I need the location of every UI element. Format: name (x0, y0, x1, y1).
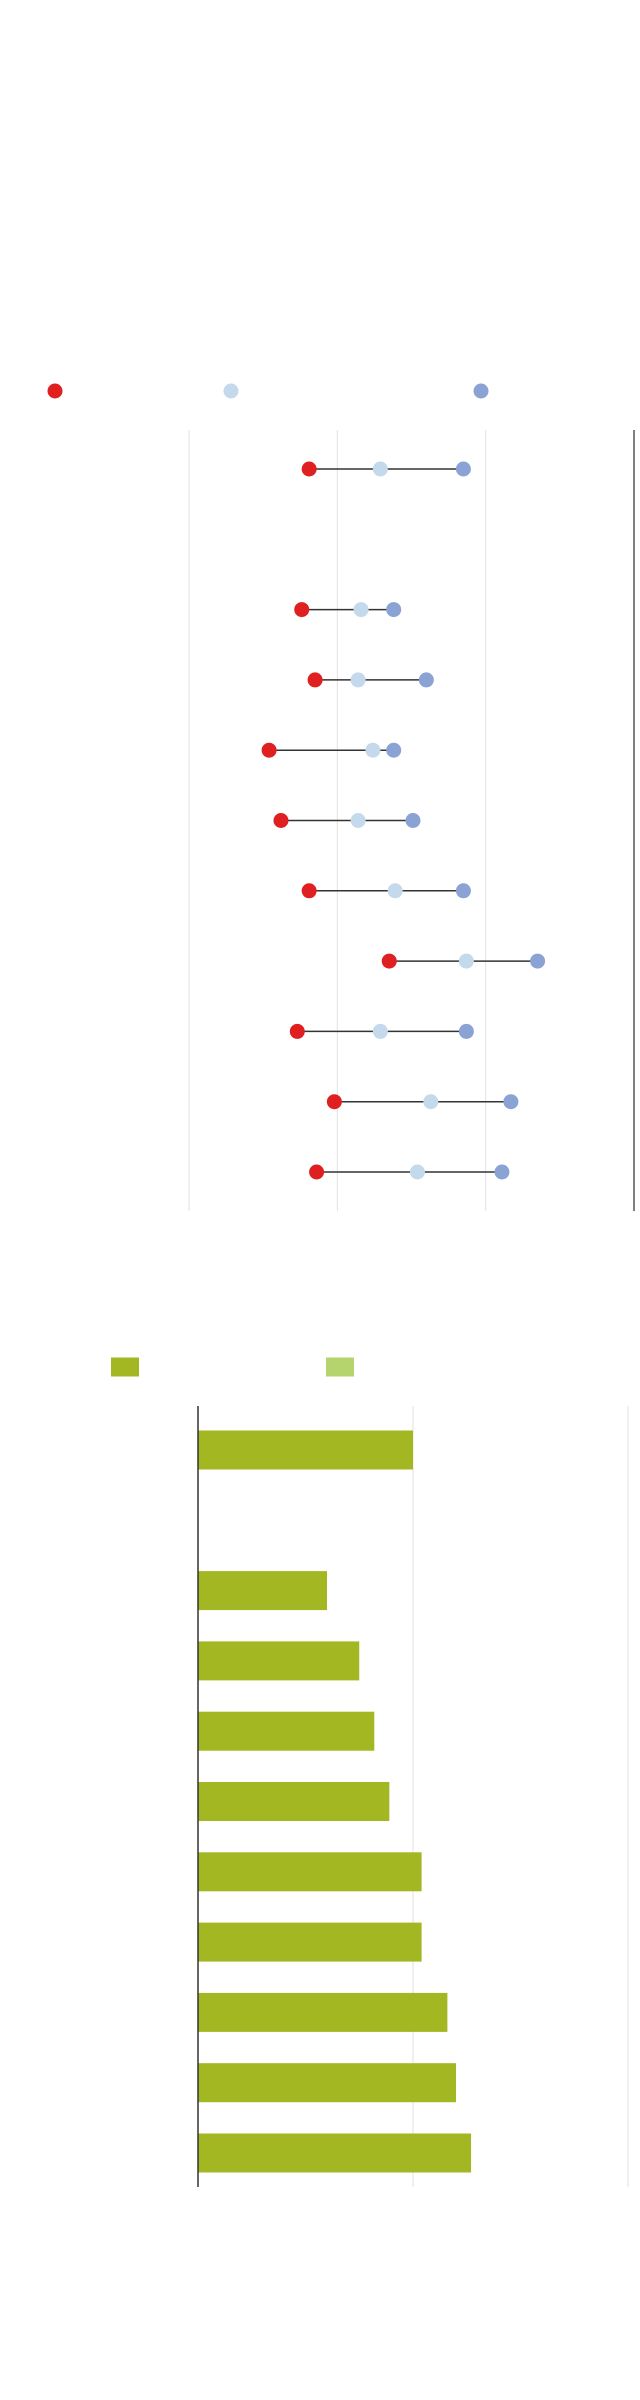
dot (372, 1023, 388, 1039)
dot (301, 883, 317, 899)
dot (409, 1164, 425, 1180)
dot (387, 883, 403, 899)
bar (198, 1782, 390, 1821)
dot (405, 813, 421, 828)
dot (386, 742, 402, 758)
dot (350, 813, 366, 828)
dot (458, 953, 474, 969)
dot (418, 672, 434, 688)
bar (198, 2133, 472, 2173)
bar (198, 2063, 456, 2103)
dot (273, 813, 289, 828)
dot (503, 1094, 519, 1110)
dot (494, 1164, 510, 1180)
dot (365, 742, 381, 758)
dot (326, 1094, 342, 1110)
dot (458, 1023, 474, 1039)
bar (198, 1641, 360, 1681)
dot (289, 1023, 305, 1039)
legend-marker (223, 383, 239, 399)
bar (198, 1992, 448, 2032)
legend-marker (111, 1357, 139, 1377)
dot (455, 883, 471, 899)
dot (301, 461, 317, 477)
dot (309, 1164, 325, 1180)
dot (294, 602, 310, 618)
legend-marker (47, 383, 63, 399)
dot (386, 602, 402, 618)
bar (198, 1571, 327, 1611)
legend-marker (473, 383, 489, 399)
dot (423, 1094, 439, 1110)
dot (353, 602, 369, 618)
bar (198, 1430, 413, 1470)
dot (455, 461, 471, 477)
dot (261, 742, 277, 758)
bar (198, 1922, 422, 1962)
bar (198, 1852, 422, 1892)
dot (530, 953, 546, 969)
bar (198, 1711, 375, 1751)
dot (372, 461, 388, 477)
dot (381, 953, 397, 969)
legend-marker (326, 1357, 354, 1377)
dot (350, 672, 366, 688)
dot (307, 672, 323, 688)
